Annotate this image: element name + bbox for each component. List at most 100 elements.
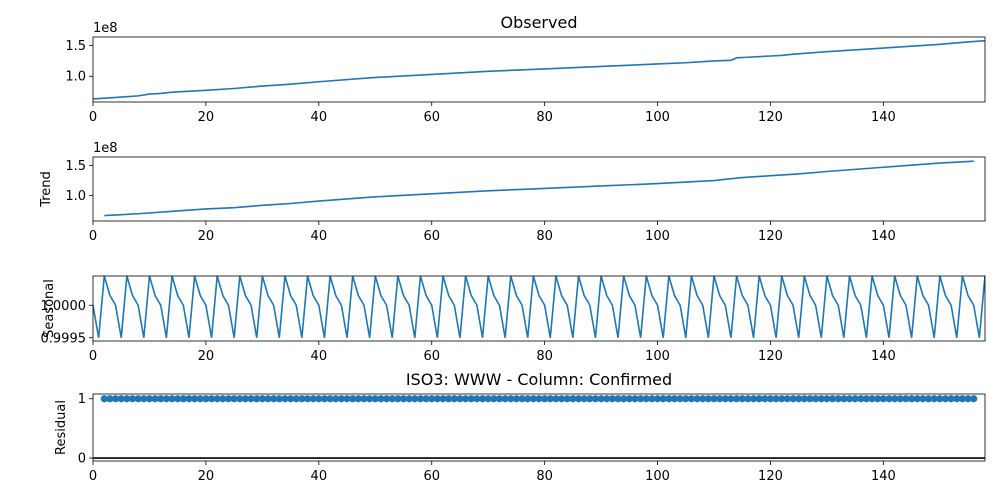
residual-point (608, 395, 616, 403)
residual-point (275, 395, 283, 403)
plot-area (93, 39, 985, 100)
seasonal-line (93, 276, 985, 338)
residual-point (772, 395, 780, 403)
residual-point (490, 395, 498, 403)
residual-point (462, 395, 470, 403)
residual-point (642, 395, 650, 403)
x-tick-label: 60 (423, 229, 440, 244)
residual-point (834, 395, 842, 403)
residual-point (264, 395, 272, 403)
residual-point (902, 395, 910, 403)
residual-point (574, 395, 583, 403)
residual-point (140, 395, 148, 403)
residual-point (202, 395, 210, 403)
residual-point (467, 395, 475, 403)
residual-point (840, 395, 848, 403)
residual-point (845, 395, 854, 403)
residual-point (134, 395, 142, 403)
y-tick-label: 1 (78, 392, 86, 407)
y-tick-label: 1.5 (65, 159, 86, 174)
residual-point (332, 395, 340, 403)
residual-point (286, 395, 295, 403)
residual-point (292, 395, 300, 403)
residual-point (913, 395, 921, 403)
residual-point (941, 395, 950, 403)
residual-point (704, 395, 712, 403)
y-tick-label: 1.0 (65, 189, 86, 204)
residual-point (326, 395, 334, 403)
residual-point (665, 395, 673, 403)
x-tick-label: 120 (758, 349, 783, 364)
panel-title: ISO3: WWW - Column: Confirmed (406, 370, 672, 389)
x-tick-label: 120 (758, 110, 783, 125)
residual-point (106, 395, 114, 403)
x-tick-label: 20 (198, 229, 215, 244)
residual-point (586, 395, 594, 403)
residual-point (450, 395, 458, 403)
residual-point (953, 395, 961, 403)
x-tick-label: 0 (89, 110, 97, 125)
x-tick-label: 80 (536, 349, 553, 364)
x-tick-label: 60 (423, 110, 440, 125)
x-tick-label: 120 (758, 469, 783, 484)
x-tick-label: 120 (758, 229, 783, 244)
residual-point (749, 395, 758, 403)
residual-point (337, 395, 346, 403)
residual-point (484, 395, 492, 403)
plot-area (93, 276, 985, 338)
axes-frame (92, 36, 986, 103)
residual-point (366, 395, 374, 403)
residual-point (191, 395, 199, 403)
residual-point (456, 395, 464, 403)
residual-point (563, 395, 571, 403)
residual-point (552, 395, 560, 403)
x-tick-label: 80 (536, 229, 553, 244)
residual-point (687, 395, 696, 403)
plot-area (104, 160, 974, 217)
residual-point (100, 395, 108, 403)
residual-point (947, 395, 955, 403)
residual-point (727, 395, 735, 403)
x-tick-label: 80 (536, 469, 553, 484)
residual-point (755, 395, 763, 403)
trend-line (104, 160, 974, 217)
panel-2: 0 20 40 60 80 100 120 140 1.0 1.5 1e8 Trend (39, 141, 986, 244)
residual-point (648, 395, 656, 403)
residual-point (416, 395, 425, 403)
residual-point (518, 395, 526, 403)
residual-point (620, 395, 628, 403)
residual-point (405, 395, 413, 403)
residual-point (541, 395, 549, 403)
residual-point (394, 395, 402, 403)
residual-point (213, 395, 221, 403)
observed-line (93, 39, 985, 100)
residual-point (631, 395, 639, 403)
residual-point (428, 395, 436, 403)
residual-point (343, 395, 351, 403)
plot-area (93, 395, 985, 459)
residual-point (857, 395, 865, 403)
residual-point (377, 395, 385, 403)
residual-point (795, 395, 803, 403)
residual-point (422, 395, 430, 403)
x-tick-label: 80 (536, 110, 553, 125)
residual-point (823, 395, 831, 403)
residual-point (682, 395, 690, 403)
residual-point (806, 395, 814, 403)
residual-point (603, 395, 611, 403)
axes-frame (92, 393, 986, 462)
residual-point (958, 395, 967, 403)
residual-point (699, 395, 707, 403)
x-tick-label: 20 (198, 469, 215, 484)
residual-point (281, 395, 289, 403)
y-tick-label: 0 (78, 452, 86, 467)
residual-point (778, 395, 786, 403)
x-tick-label: 100 (645, 229, 670, 244)
residual-point (247, 395, 255, 403)
residual-point (891, 395, 899, 403)
x-tick-label: 40 (311, 349, 328, 364)
x-tick-label: 60 (423, 349, 440, 364)
residual-point (710, 395, 718, 403)
residual-point (230, 395, 238, 403)
